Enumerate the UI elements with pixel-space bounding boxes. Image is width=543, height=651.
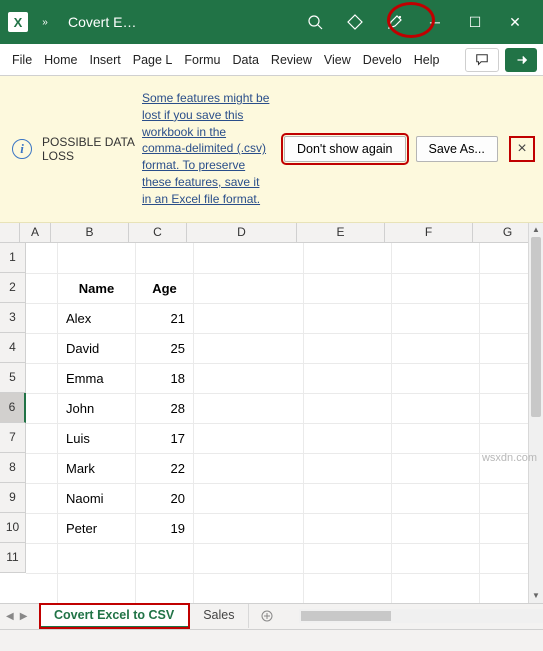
sheet-tab[interactable]: Covert Excel to CSV [40, 604, 189, 628]
horizontal-scrollbar[interactable] [299, 609, 543, 623]
select-all-corner[interactable] [0, 223, 20, 242]
excel-app-icon: X [8, 12, 28, 32]
table-cell[interactable]: Luis [58, 423, 136, 453]
sheet-nav-arrows[interactable]: ◀▶ [6, 611, 27, 622]
quick-access-more[interactable]: » [32, 10, 56, 34]
hscroll-thumb[interactable] [301, 611, 391, 621]
row-header-1[interactable]: 1 [0, 243, 26, 273]
warning-bar: i POSSIBLE DATA LOSS Some features might… [0, 76, 543, 223]
row-header-5[interactable]: 5 [0, 363, 26, 393]
table-row: John28 [58, 393, 194, 423]
warning-title: POSSIBLE DATA LOSS [42, 135, 142, 163]
table-cell[interactable]: Mark [58, 453, 136, 483]
row-header-3[interactable]: 3 [0, 303, 26, 333]
spreadsheet-grid[interactable]: ABCDEFG 1234567891011 NameAge Alex21Davi… [0, 223, 543, 603]
ribbon-tab-review[interactable]: Review [265, 44, 318, 76]
ribbon-tab-home[interactable]: Home [38, 44, 83, 76]
scroll-down-arrow[interactable]: ▼ [529, 589, 543, 603]
dont-show-again-button[interactable]: Don't show again [284, 136, 406, 162]
column-header-F[interactable]: F [385, 223, 473, 242]
table-row: Peter19 [58, 513, 194, 543]
table-cell[interactable]: David [58, 333, 136, 363]
row-header-10[interactable]: 10 [0, 513, 26, 543]
comments-button[interactable] [465, 48, 499, 72]
table-row: Mark22 [58, 453, 194, 483]
title-bar: X » Covert E… ─ ☐ ✕ [0, 0, 543, 44]
watermark: wsxdn.com [482, 452, 537, 464]
table-row: David25 [58, 333, 194, 363]
table-cell[interactable]: 21 [136, 303, 194, 333]
table-cell[interactable]: 25 [136, 333, 194, 363]
row-header-2[interactable]: 2 [0, 273, 26, 303]
row-headers: 1234567891011 [0, 243, 26, 573]
table-cell[interactable]: 18 [136, 363, 194, 393]
share-button[interactable] [505, 48, 537, 72]
column-header-E[interactable]: E [297, 223, 385, 242]
table-cell[interactable]: Naomi [58, 483, 136, 513]
table-cell[interactable]: Alex [58, 303, 136, 333]
row-header-7[interactable]: 7 [0, 423, 26, 453]
ribbon-tab-view[interactable]: View [318, 44, 357, 76]
warning-message[interactable]: Some features might be lost if you save … [142, 90, 272, 208]
diamond-icon[interactable] [335, 0, 375, 44]
column-header-A[interactable]: A [20, 223, 51, 242]
column-header-D[interactable]: D [187, 223, 297, 242]
table-cell[interactable]: John [58, 393, 136, 423]
save-as-button[interactable]: Save As... [416, 136, 498, 162]
sheet-tab[interactable]: Sales [189, 604, 249, 628]
column-headers: ABCDEFG [0, 223, 543, 243]
ribbon-tabs: FileHomeInsertPage LFormuDataReviewViewD… [0, 44, 543, 76]
table-cell[interactable]: 28 [136, 393, 194, 423]
table-cell[interactable]: Peter [58, 513, 136, 543]
ribbon-tab-formu[interactable]: Formu [178, 44, 226, 76]
maximize-button[interactable]: ☐ [455, 0, 495, 44]
close-window-button[interactable]: ✕ [495, 0, 535, 44]
document-title: Covert E… [68, 14, 136, 30]
status-bar [0, 629, 543, 651]
table-cell[interactable]: 22 [136, 453, 194, 483]
warning-close-button[interactable]: × [513, 140, 531, 158]
vertical-scrollbar[interactable]: ▲ ▼ [528, 223, 543, 603]
row-header-11[interactable]: 11 [0, 543, 26, 573]
edit-sparkle-icon[interactable] [375, 0, 415, 44]
table-cell[interactable]: 20 [136, 483, 194, 513]
ribbon-tab-file[interactable]: File [6, 44, 38, 76]
ribbon-tab-pagel[interactable]: Page L [127, 44, 179, 76]
ribbon-tab-data[interactable]: Data [227, 44, 265, 76]
table-header: Name [58, 273, 136, 303]
table-row: Alex21 [58, 303, 194, 333]
table-cell[interactable]: 19 [136, 513, 194, 543]
column-header-C[interactable]: C [129, 223, 187, 242]
chevrons-icon: » [42, 17, 46, 28]
ribbon-tab-develo[interactable]: Develo [357, 44, 408, 76]
cells-area[interactable]: NameAge Alex21David25Emma18John28Luis17M… [26, 243, 543, 603]
minimize-button[interactable]: ─ [415, 0, 455, 44]
table-cell[interactable]: 17 [136, 423, 194, 453]
search-icon[interactable] [295, 0, 335, 44]
info-icon: i [12, 139, 32, 159]
row-header-9[interactable]: 9 [0, 483, 26, 513]
table-header: Age [136, 273, 194, 303]
sheet-tab-bar: ◀▶ Covert Excel to CSVSales [0, 603, 543, 629]
row-header-4[interactable]: 4 [0, 333, 26, 363]
add-sheet-button[interactable] [255, 610, 279, 622]
vscroll-thumb[interactable] [531, 237, 541, 417]
data-table: NameAge Alex21David25Emma18John28Luis17M… [57, 273, 194, 544]
table-row: Naomi20 [58, 483, 194, 513]
table-row: Emma18 [58, 363, 194, 393]
ribbon-tab-insert[interactable]: Insert [84, 44, 127, 76]
table-cell[interactable]: Emma [58, 363, 136, 393]
column-header-B[interactable]: B [51, 223, 129, 242]
table-row: Luis17 [58, 423, 194, 453]
scroll-up-arrow[interactable]: ▲ [529, 223, 543, 237]
row-header-8[interactable]: 8 [0, 453, 26, 483]
ribbon-tab-help[interactable]: Help [408, 44, 446, 76]
row-header-6[interactable]: 6 [0, 393, 26, 423]
